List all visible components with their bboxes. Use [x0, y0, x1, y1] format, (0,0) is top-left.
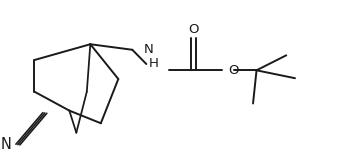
- Text: N: N: [144, 43, 153, 56]
- Text: O: O: [188, 23, 199, 36]
- Text: N: N: [1, 137, 11, 152]
- Text: H: H: [148, 57, 158, 70]
- Text: O: O: [228, 64, 239, 77]
